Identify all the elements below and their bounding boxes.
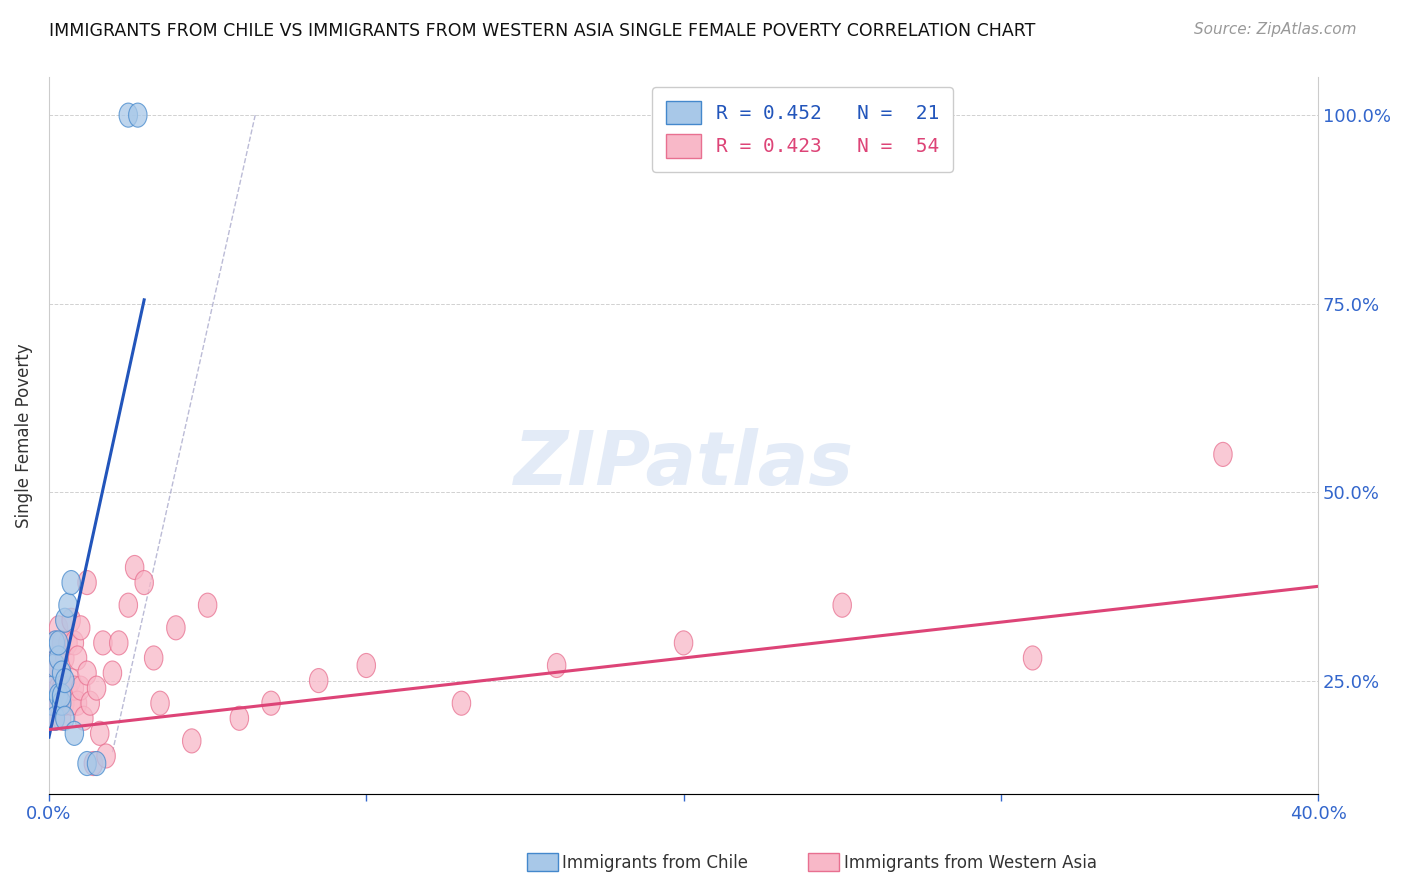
Ellipse shape [56, 646, 75, 670]
Ellipse shape [46, 654, 65, 678]
Ellipse shape [231, 706, 249, 731]
Ellipse shape [69, 646, 87, 670]
Ellipse shape [49, 676, 67, 700]
Ellipse shape [72, 615, 90, 640]
Ellipse shape [49, 646, 67, 670]
Ellipse shape [75, 706, 93, 731]
Ellipse shape [52, 706, 70, 731]
Ellipse shape [65, 631, 83, 655]
Ellipse shape [59, 593, 77, 617]
Ellipse shape [46, 706, 65, 731]
Text: ZIPatlas: ZIPatlas [513, 427, 853, 500]
Ellipse shape [65, 676, 83, 700]
Ellipse shape [262, 691, 280, 715]
Ellipse shape [82, 691, 100, 715]
Ellipse shape [49, 615, 67, 640]
Ellipse shape [87, 676, 105, 700]
Ellipse shape [44, 676, 62, 700]
Ellipse shape [128, 103, 148, 128]
Y-axis label: Single Female Poverty: Single Female Poverty [15, 343, 32, 528]
Ellipse shape [103, 661, 122, 685]
Ellipse shape [69, 691, 87, 715]
Ellipse shape [46, 631, 65, 655]
Ellipse shape [832, 593, 852, 617]
Legend: R = 0.452   N =  21, R = 0.423   N =  54: R = 0.452 N = 21, R = 0.423 N = 54 [652, 87, 953, 171]
Ellipse shape [547, 654, 565, 678]
Ellipse shape [62, 608, 80, 632]
Ellipse shape [125, 556, 143, 580]
Ellipse shape [357, 654, 375, 678]
Ellipse shape [72, 676, 90, 700]
Ellipse shape [52, 631, 70, 655]
Ellipse shape [84, 751, 103, 775]
Ellipse shape [44, 691, 62, 715]
Ellipse shape [59, 631, 77, 655]
Ellipse shape [56, 608, 75, 632]
Ellipse shape [56, 706, 75, 731]
Ellipse shape [56, 668, 75, 692]
Ellipse shape [52, 661, 70, 685]
Ellipse shape [120, 593, 138, 617]
Ellipse shape [198, 593, 217, 617]
Ellipse shape [1024, 646, 1042, 670]
Ellipse shape [87, 751, 105, 775]
Ellipse shape [167, 615, 186, 640]
Ellipse shape [46, 631, 65, 655]
Text: Source: ZipAtlas.com: Source: ZipAtlas.com [1194, 22, 1357, 37]
Ellipse shape [44, 691, 62, 715]
Ellipse shape [44, 668, 62, 692]
Ellipse shape [97, 744, 115, 768]
Ellipse shape [110, 631, 128, 655]
Ellipse shape [65, 722, 83, 746]
Text: IMMIGRANTS FROM CHILE VS IMMIGRANTS FROM WESTERN ASIA SINGLE FEMALE POVERTY CORR: IMMIGRANTS FROM CHILE VS IMMIGRANTS FROM… [49, 22, 1036, 40]
Ellipse shape [77, 661, 96, 685]
Ellipse shape [135, 571, 153, 595]
Ellipse shape [62, 571, 80, 595]
Ellipse shape [49, 646, 67, 670]
Ellipse shape [46, 706, 65, 731]
Ellipse shape [49, 683, 67, 707]
Ellipse shape [150, 691, 169, 715]
Ellipse shape [56, 691, 75, 715]
Ellipse shape [77, 751, 96, 775]
Ellipse shape [52, 691, 70, 715]
Ellipse shape [453, 691, 471, 715]
Ellipse shape [49, 691, 67, 715]
Ellipse shape [46, 661, 65, 685]
Ellipse shape [52, 676, 70, 700]
Ellipse shape [90, 722, 110, 746]
Ellipse shape [49, 631, 67, 655]
Ellipse shape [120, 103, 138, 128]
Ellipse shape [183, 729, 201, 753]
Ellipse shape [94, 631, 112, 655]
Ellipse shape [1213, 442, 1232, 467]
Ellipse shape [62, 668, 80, 692]
Ellipse shape [59, 676, 77, 700]
Ellipse shape [145, 646, 163, 670]
Ellipse shape [675, 631, 693, 655]
Ellipse shape [62, 691, 80, 715]
Ellipse shape [309, 668, 328, 692]
Ellipse shape [52, 683, 70, 707]
Ellipse shape [77, 571, 96, 595]
Text: Immigrants from Western Asia: Immigrants from Western Asia [844, 855, 1097, 872]
Text: Immigrants from Chile: Immigrants from Chile [562, 855, 748, 872]
